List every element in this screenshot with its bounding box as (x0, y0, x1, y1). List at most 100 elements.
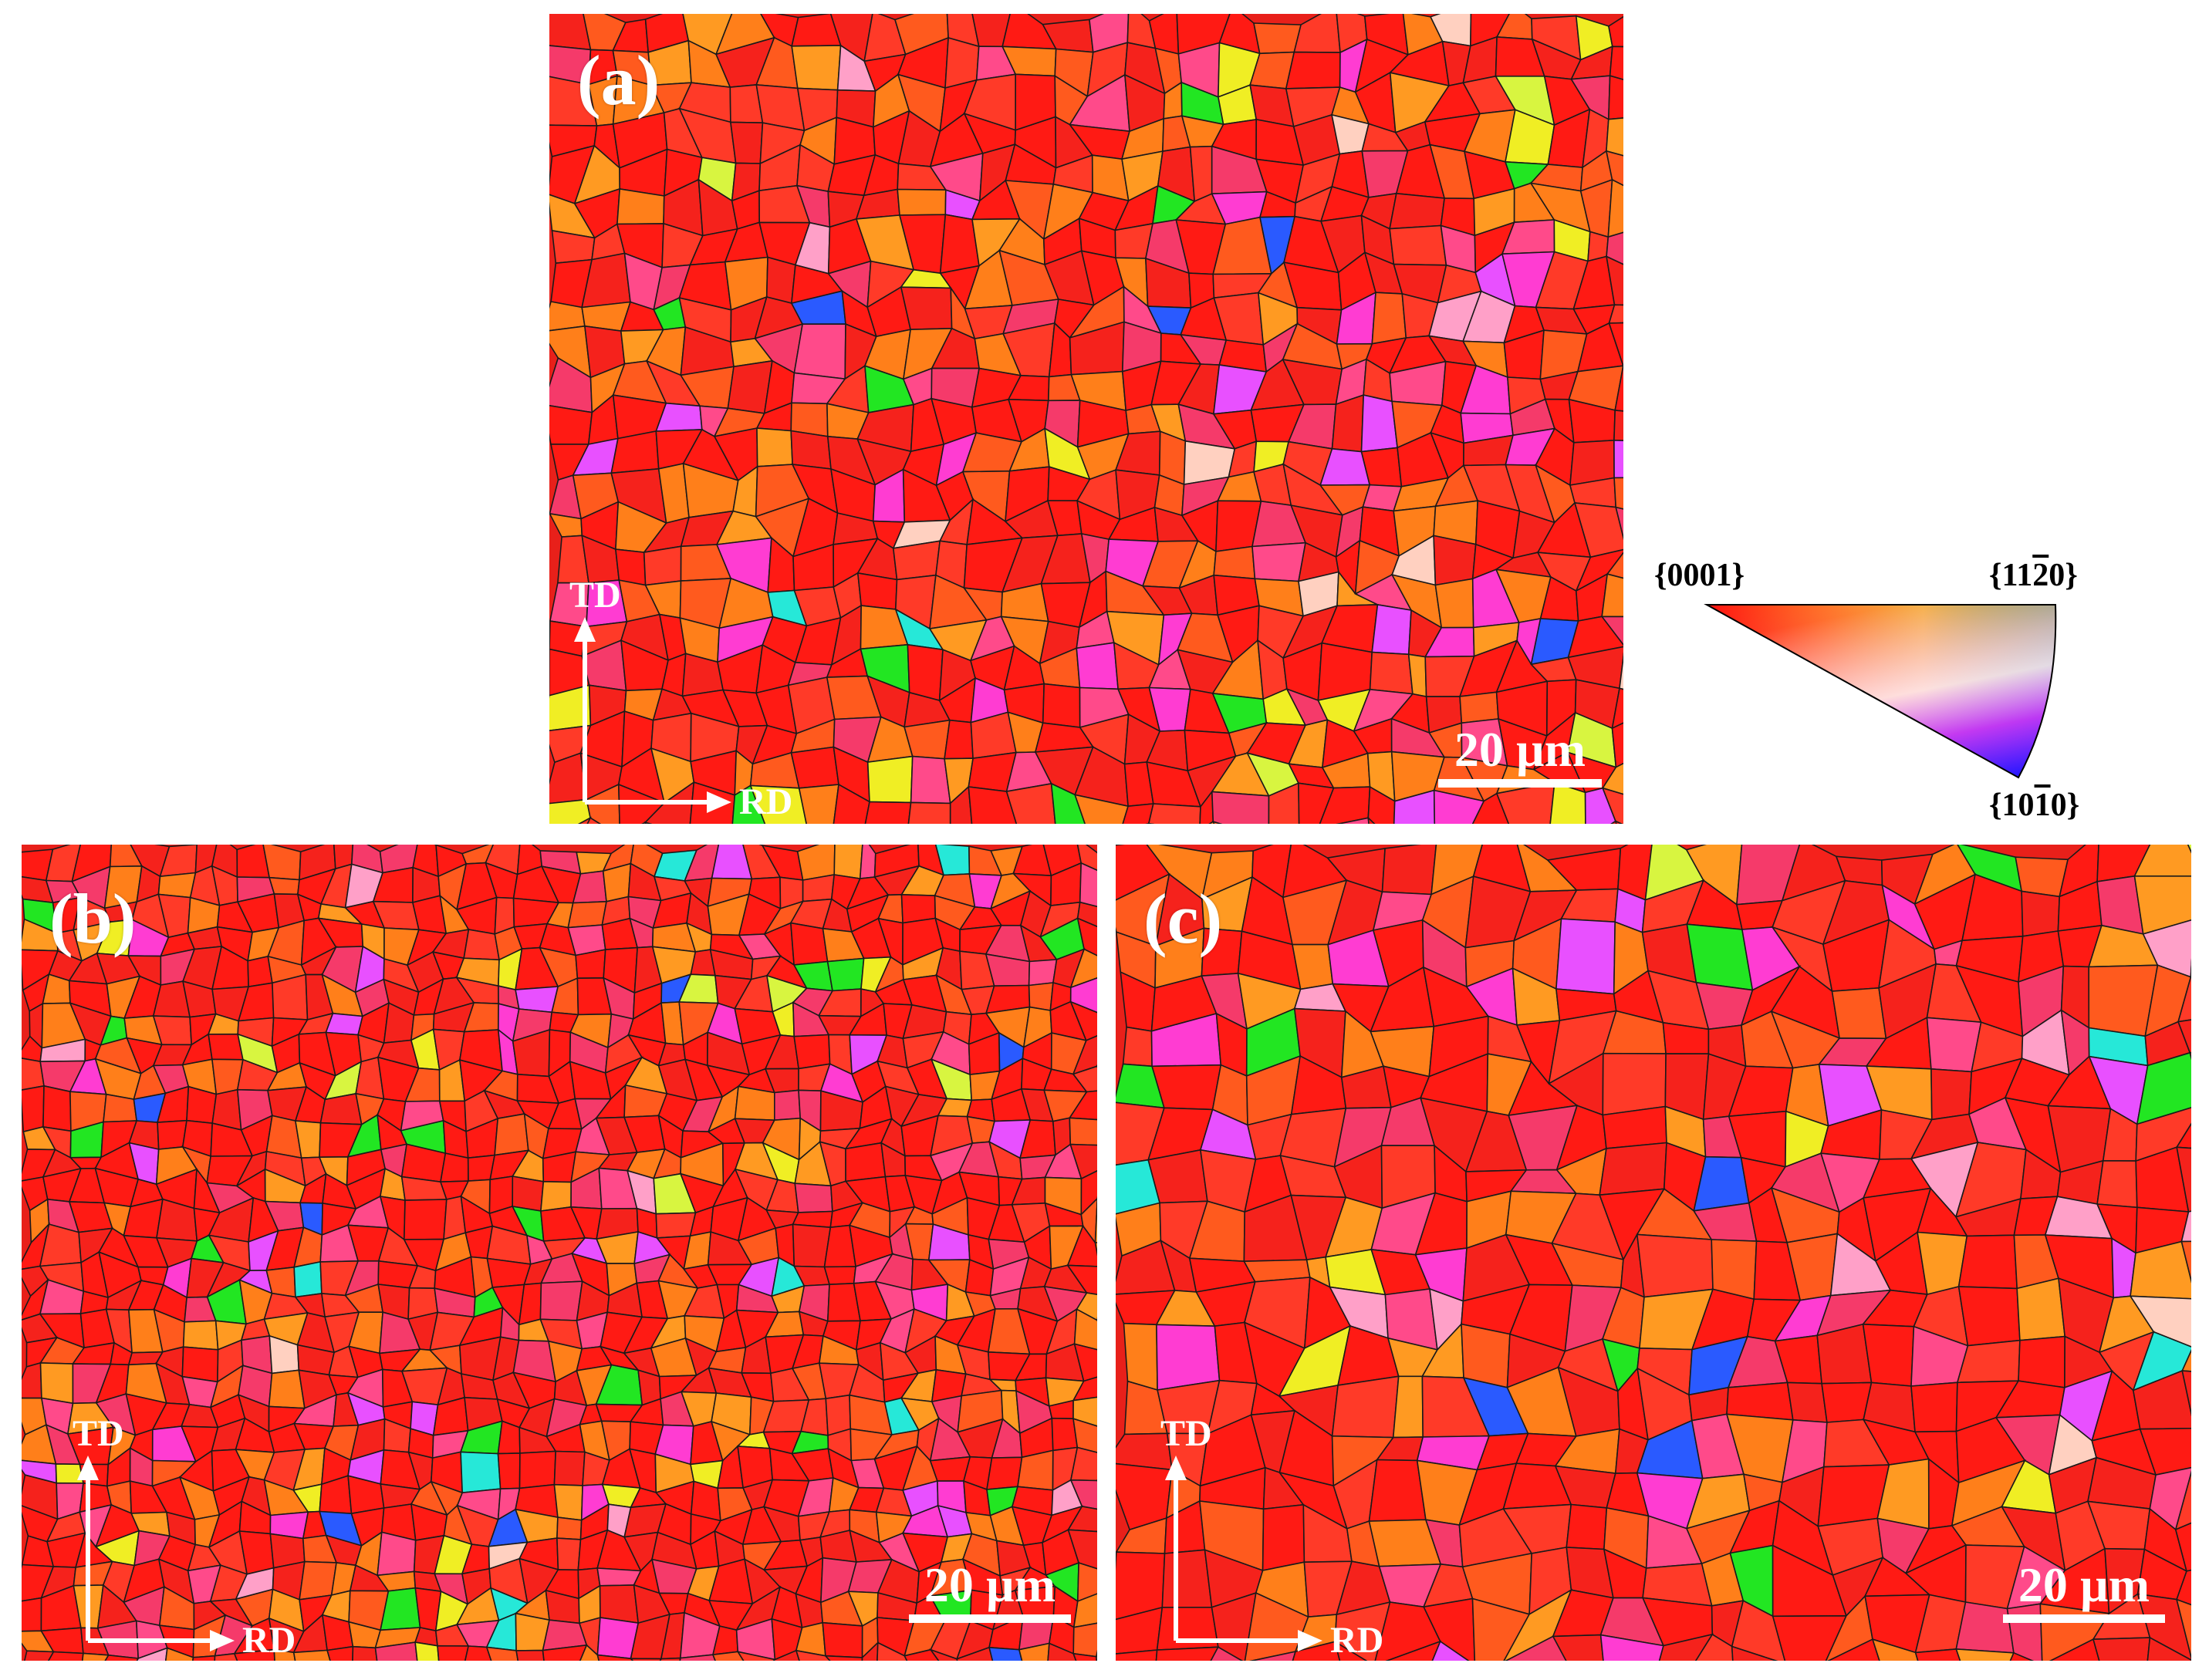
grain (1050, 782, 1086, 824)
grain (2049, 1638, 2100, 1661)
scale-bar-c: 20 µm (2003, 1560, 2165, 1623)
grain (1930, 1068, 1973, 1121)
grain (1047, 1642, 1077, 1661)
grain (1601, 787, 1623, 824)
grain (497, 1420, 521, 1455)
grain (47, 1651, 84, 1661)
grain (866, 755, 914, 804)
grain-map-c (1116, 845, 2191, 1661)
grain (833, 783, 870, 824)
grain (377, 1531, 417, 1577)
grain (2174, 1470, 2191, 1531)
grain (2190, 958, 2191, 978)
grain (1147, 1149, 1208, 1204)
grain (1611, 687, 1623, 730)
grain (2147, 1636, 2191, 1661)
grain (1251, 541, 1306, 582)
grain (1827, 1638, 1880, 1661)
axis-arrows-c (1165, 1456, 1322, 1651)
grain (1433, 535, 1477, 586)
grain (1786, 1381, 1828, 1423)
scale-text-c: 20 µm (2018, 1557, 2150, 1612)
grain (1073, 794, 1130, 824)
scale-bar-b: 20 µm (909, 1560, 1071, 1623)
grain (892, 540, 941, 581)
grain (1726, 1381, 1794, 1421)
grain (1069, 1117, 1097, 1146)
grain (2175, 1598, 2191, 1661)
grain (1606, 255, 1623, 306)
grain (214, 1652, 238, 1661)
grain (1067, 1529, 1097, 1570)
grain (904, 1648, 940, 1661)
grain (2130, 1240, 2191, 1300)
grain (1610, 820, 1617, 824)
scale-line-c (2003, 1614, 2165, 1623)
grain (877, 1641, 908, 1661)
grain (2132, 1370, 2191, 1430)
grain (1731, 1645, 1778, 1661)
ebsd-map-a: (a) TD RD 20 µm (549, 14, 1623, 824)
corner-10-10-pre: {10 (1989, 788, 2035, 823)
corner-10-10-bar: 1 (2034, 788, 2051, 823)
grain (679, 1654, 716, 1661)
grain (1831, 987, 1887, 1040)
grain (1606, 117, 1623, 157)
grain (1069, 948, 1097, 989)
grain (1505, 1635, 1567, 1661)
ipf-triangle-blue (1707, 605, 2056, 778)
grain (1607, 75, 1623, 120)
ebsd-map-b: (b) TD RD 20 µm (22, 845, 1097, 1661)
grain (1731, 1600, 1786, 1661)
grain (1423, 1597, 1476, 1661)
grain (2018, 1335, 2066, 1388)
grain (1211, 791, 1270, 824)
grain (794, 1182, 833, 1213)
grain (136, 1647, 168, 1661)
grain (1096, 1655, 1097, 1661)
grain (2176, 1569, 2191, 1606)
grain (575, 949, 606, 980)
grain (968, 786, 1018, 824)
grain (1613, 439, 1623, 479)
grain (1080, 1170, 1097, 1216)
grain (1552, 1634, 1604, 1661)
grain (103, 1093, 138, 1123)
corner-11-20-bar: 2 (2032, 558, 2049, 593)
grain (515, 1649, 545, 1661)
panel-label-a: (a) (577, 41, 660, 120)
grain (2016, 1277, 2066, 1341)
grain (655, 1212, 697, 1239)
grain (463, 929, 500, 961)
grain (273, 1648, 296, 1661)
grain (1072, 1065, 1097, 1093)
grain (1151, 1064, 1222, 1111)
grain (1189, 145, 1213, 203)
grain (729, 121, 764, 164)
grain (2176, 1146, 2191, 1213)
grain (497, 1452, 521, 1490)
grain (1253, 22, 1302, 55)
grain (824, 1655, 863, 1661)
corner-label-10-10: {1010} (1989, 787, 2079, 824)
grain (1211, 1591, 1257, 1661)
grain (1331, 393, 1365, 453)
grain (659, 1657, 681, 1661)
grain (2129, 1295, 2191, 1348)
grain (859, 845, 877, 880)
grain (2187, 845, 2191, 854)
grain (1381, 845, 1437, 896)
grain (1095, 1649, 1097, 1658)
grain (643, 545, 682, 586)
grain (518, 1450, 557, 1489)
grain (192, 1655, 216, 1661)
grain (749, 784, 807, 824)
grain (2177, 1019, 2191, 1054)
grain (1094, 1197, 1097, 1244)
grain (1123, 1322, 1158, 1392)
grain (643, 821, 653, 824)
grain (1393, 789, 1436, 824)
grain (1369, 651, 1414, 695)
grain (23, 1650, 55, 1661)
grain (1079, 862, 1097, 908)
